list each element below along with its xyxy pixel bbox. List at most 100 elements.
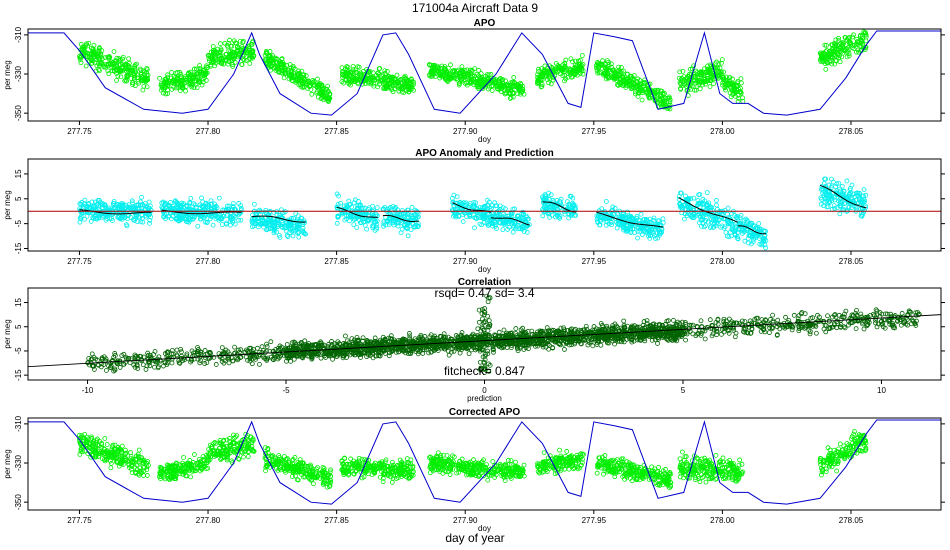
anomaly-ytick-label: -15 bbox=[14, 242, 23, 254]
correlation-point bbox=[476, 307, 482, 313]
anomaly-point bbox=[351, 222, 357, 228]
apo-point bbox=[77, 57, 83, 63]
apo-point bbox=[122, 62, 128, 68]
correlation-point bbox=[318, 355, 324, 361]
apo-point bbox=[575, 68, 581, 74]
anomaly-point bbox=[758, 233, 764, 239]
anomaly-point bbox=[830, 179, 836, 185]
apo-point bbox=[611, 76, 617, 82]
anomaly-point bbox=[482, 203, 488, 209]
correlation-point bbox=[257, 362, 262, 367]
apo-point bbox=[189, 84, 195, 90]
anomaly-point bbox=[603, 199, 609, 204]
anomaly-point bbox=[127, 205, 133, 211]
apo-point bbox=[503, 82, 509, 88]
anomaly-point bbox=[334, 204, 340, 210]
apo-point bbox=[226, 59, 232, 64]
anomaly-point bbox=[197, 205, 203, 211]
anomaly-point bbox=[197, 216, 203, 222]
anomaly-point bbox=[553, 214, 558, 220]
anomaly-point bbox=[91, 215, 97, 221]
apo-point bbox=[265, 57, 271, 63]
apo-point bbox=[249, 41, 255, 47]
anomaly-point bbox=[678, 202, 683, 207]
apo-point bbox=[511, 75, 517, 80]
anomaly-point bbox=[657, 229, 662, 235]
anomaly-point bbox=[713, 213, 719, 219]
anomaly-point bbox=[713, 223, 719, 229]
anomaly-point bbox=[460, 219, 466, 224]
anomaly-point bbox=[481, 213, 487, 218]
anomaly-point bbox=[146, 199, 152, 205]
apo-point bbox=[375, 70, 381, 76]
anomaly-point bbox=[161, 214, 167, 219]
apo-point bbox=[442, 77, 448, 82]
apo-point bbox=[441, 66, 447, 72]
anomaly-point bbox=[493, 203, 498, 209]
apo-point bbox=[358, 70, 363, 76]
anomaly-point bbox=[275, 218, 281, 224]
apo-point bbox=[854, 36, 860, 42]
apo-point bbox=[173, 85, 179, 91]
apo-point bbox=[848, 40, 853, 46]
apo-point bbox=[159, 85, 165, 91]
anomaly-point bbox=[160, 199, 166, 205]
apo-point bbox=[680, 68, 686, 74]
apo-point bbox=[321, 90, 327, 96]
apo-point bbox=[341, 80, 347, 86]
apo-point bbox=[158, 87, 164, 93]
correlation-point bbox=[334, 341, 340, 347]
correlation-point bbox=[485, 368, 491, 374]
apo-point bbox=[132, 83, 138, 89]
apo-point bbox=[83, 63, 89, 69]
apo-point bbox=[302, 77, 308, 83]
anomaly-point bbox=[372, 219, 377, 225]
apo-point bbox=[290, 78, 296, 84]
apo-point bbox=[639, 90, 645, 96]
apo-xlabel: doy bbox=[478, 135, 491, 144]
apo-point bbox=[851, 46, 857, 52]
apo-point bbox=[240, 38, 246, 44]
anomaly-point bbox=[633, 217, 638, 223]
correlation-point bbox=[842, 311, 847, 317]
apo-point bbox=[130, 82, 135, 88]
apo-point bbox=[283, 70, 289, 76]
anomaly-point bbox=[99, 214, 105, 220]
apo-point bbox=[353, 69, 359, 75]
anomaly-point bbox=[627, 214, 633, 220]
apo-point bbox=[194, 85, 200, 90]
apo-point bbox=[565, 71, 571, 76]
anomaly-point bbox=[821, 181, 827, 186]
apo-point bbox=[89, 60, 95, 66]
anomaly-ylabel: per meg bbox=[3, 190, 12, 219]
apo-point bbox=[97, 56, 103, 61]
anomaly-prediction-line bbox=[336, 206, 378, 218]
anomaly-point bbox=[756, 221, 762, 227]
correlation-title: Correlation bbox=[458, 277, 511, 288]
apo-point bbox=[340, 74, 345, 80]
apo-point bbox=[550, 77, 556, 83]
apo-point bbox=[823, 59, 829, 65]
apo-point bbox=[229, 43, 235, 49]
anomaly-point bbox=[709, 205, 715, 210]
apo-point bbox=[563, 76, 569, 82]
apo-point bbox=[84, 41, 89, 47]
apo-point bbox=[210, 44, 216, 49]
anomaly-point bbox=[609, 207, 615, 213]
anomaly-point bbox=[623, 228, 629, 234]
apo-plot-area bbox=[28, 29, 941, 116]
anomaly-point bbox=[702, 198, 708, 204]
apo-point bbox=[823, 66, 829, 72]
apo-point bbox=[823, 52, 829, 58]
apo-point bbox=[120, 62, 125, 68]
anomaly-point bbox=[228, 217, 234, 223]
anomaly-point bbox=[202, 219, 208, 225]
anomaly-point bbox=[557, 213, 563, 219]
footer-xlabel: day of year bbox=[445, 531, 504, 545]
apo-point bbox=[306, 79, 312, 84]
apo-point bbox=[468, 74, 474, 80]
apo-point bbox=[192, 79, 198, 85]
anomaly-point bbox=[629, 223, 635, 229]
apo-point bbox=[96, 46, 102, 51]
